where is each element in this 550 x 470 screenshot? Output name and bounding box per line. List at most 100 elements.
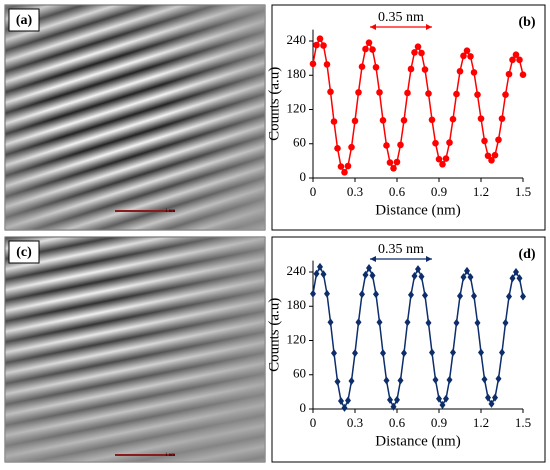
data-point — [516, 56, 523, 64]
panel-label: (a) — [16, 13, 33, 28]
data-point — [509, 56, 516, 64]
data-point — [478, 348, 484, 357]
data-point — [327, 318, 334, 327]
data-point — [429, 348, 435, 357]
panel-frame — [271, 236, 546, 463]
data-point — [355, 318, 362, 327]
y-tick-label: 240 — [287, 263, 307, 278]
data-point — [324, 289, 330, 298]
data-point — [474, 91, 481, 98]
annotation: 0.35 nm — [378, 242, 424, 257]
data-point — [467, 53, 474, 60]
data-point — [502, 91, 509, 98]
data-point — [457, 291, 463, 300]
data-point — [411, 272, 418, 281]
data-point — [443, 394, 449, 403]
data-point — [365, 39, 373, 47]
data-point — [383, 376, 390, 385]
data-point — [344, 162, 352, 170]
panel-frame — [271, 4, 546, 231]
data-line — [312, 265, 524, 410]
data-point — [446, 139, 453, 146]
data-point — [506, 292, 512, 301]
data-point — [383, 142, 390, 149]
data-point — [309, 60, 317, 68]
y-tick-label: 180 — [287, 66, 307, 81]
data-point — [453, 90, 460, 98]
data-point — [407, 65, 415, 73]
x-axis-label: Distance (nm) — [375, 433, 460, 449]
data-point — [345, 396, 351, 405]
data-point — [495, 136, 502, 144]
data-point — [320, 42, 327, 49]
data-point — [351, 117, 359, 125]
x-axis-label: Distance (nm) — [375, 202, 460, 218]
data-point — [464, 266, 470, 275]
data-point — [449, 115, 457, 123]
data-point — [362, 270, 369, 279]
data-point — [422, 291, 428, 300]
x-tick-label: 0.9 — [431, 415, 447, 430]
data-point — [456, 67, 464, 75]
data-point — [408, 290, 414, 299]
data-point — [509, 274, 516, 283]
data-point — [379, 117, 387, 124]
data-point — [502, 318, 509, 327]
y-tick-label: 120 — [287, 100, 307, 115]
y-tick-label: 0 — [300, 169, 307, 184]
data-point — [516, 274, 523, 283]
image-c: (c) 1 nm — [4, 236, 266, 463]
data-point — [400, 117, 408, 124]
data-point — [435, 155, 443, 163]
data-point — [376, 318, 383, 327]
scale-bar-label: 1 nm — [165, 209, 175, 214]
data-point — [386, 159, 394, 166]
data-point — [481, 375, 488, 384]
data-point — [474, 318, 481, 327]
panel-label: (b) — [518, 15, 535, 30]
data-point — [415, 265, 421, 274]
y-tick-label: 180 — [287, 297, 307, 312]
data-point — [334, 145, 341, 152]
data-point — [355, 89, 362, 96]
data-point — [313, 41, 320, 49]
data-point — [428, 116, 436, 124]
data-point — [471, 291, 477, 300]
data-point — [330, 118, 338, 125]
data-point — [491, 151, 499, 159]
panel-label: (c) — [16, 245, 32, 260]
data-point — [460, 52, 467, 60]
x-tick-label: 1.2 — [473, 415, 489, 430]
data-point — [436, 394, 442, 403]
data-point — [418, 49, 425, 57]
data-point — [498, 115, 506, 122]
data-point — [519, 71, 527, 78]
x-tick-label: 1.5 — [515, 415, 531, 430]
data-point — [341, 168, 348, 176]
x-tick-label: 1.2 — [473, 184, 489, 199]
data-point — [470, 69, 478, 76]
y-axis-label: Counts (a.u) — [266, 67, 282, 141]
data-point — [450, 348, 456, 357]
data-point — [331, 349, 337, 358]
data-point — [390, 164, 397, 172]
data-point — [484, 152, 492, 160]
data-point — [439, 161, 446, 168]
data-point — [358, 63, 366, 70]
x-tick-label: 0.9 — [431, 184, 447, 199]
data-point — [481, 137, 488, 145]
data-point — [362, 45, 369, 53]
data-point — [414, 43, 422, 51]
data-point — [359, 290, 365, 299]
data-point — [372, 63, 380, 71]
data-point — [411, 49, 418, 56]
data-point — [327, 88, 334, 96]
x-tick-label: 0.6 — [389, 184, 406, 199]
data-point — [313, 269, 320, 278]
data-point — [337, 163, 345, 170]
data-point — [495, 374, 502, 383]
data-point — [387, 395, 393, 404]
data-point — [348, 143, 355, 151]
y-tick-label: 120 — [287, 331, 307, 346]
